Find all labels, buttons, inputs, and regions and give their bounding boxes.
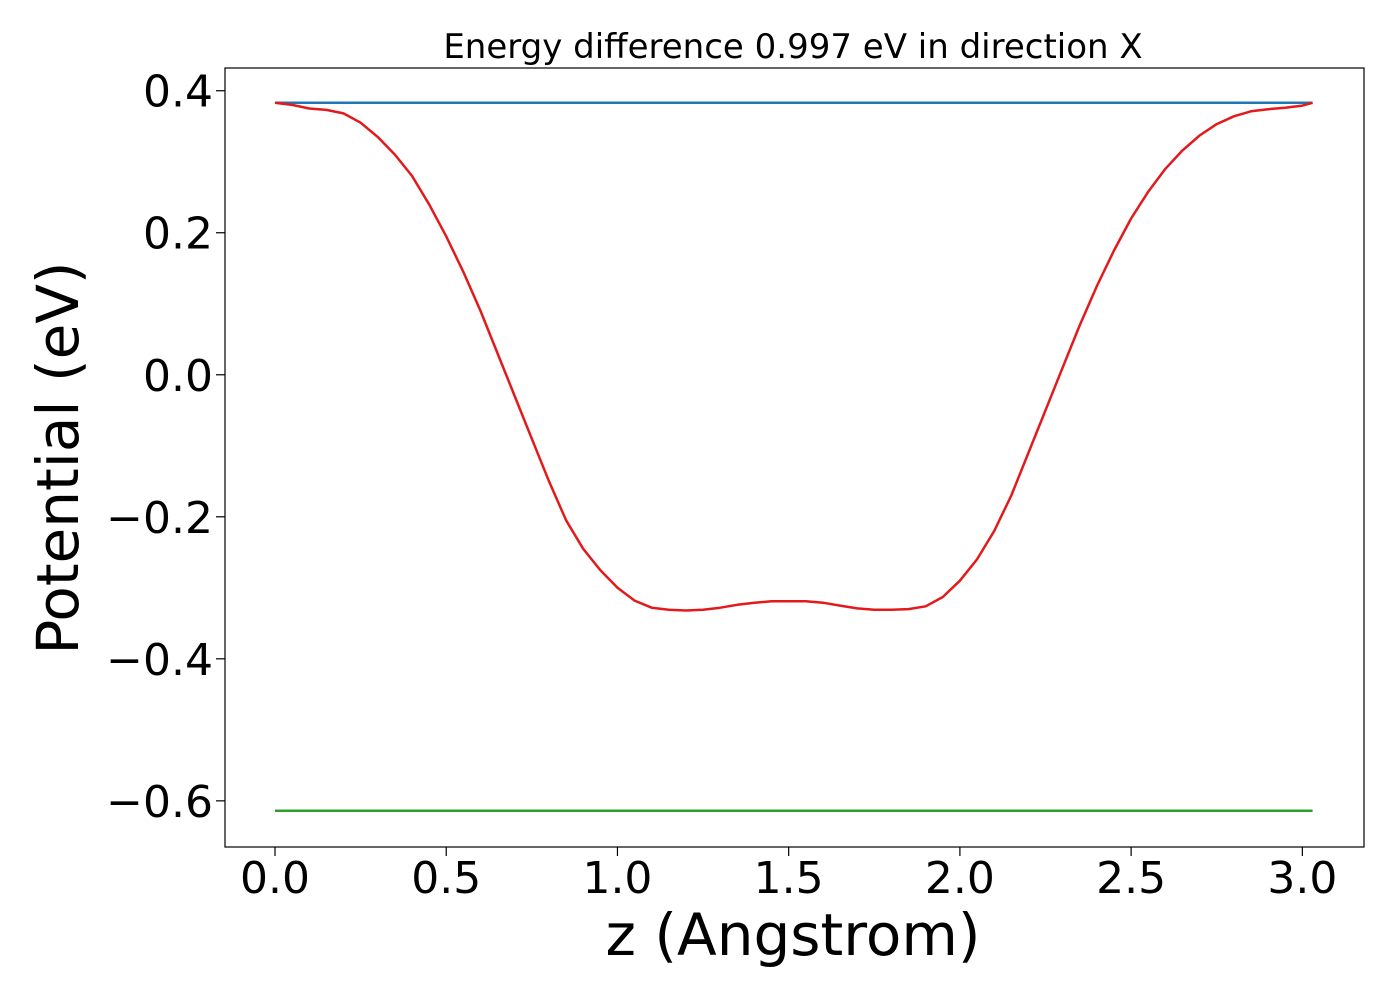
plot-lines — [274, 101, 1313, 813]
x-tick-label: 1.5 — [754, 853, 824, 904]
x-tick-label: 0.0 — [240, 853, 310, 904]
x-tick-label: 0.5 — [411, 853, 481, 904]
y-tick-label: −0.2 — [106, 493, 213, 544]
x-axis-ticks: 0.0 0.5 1.0 1.5 2.0 2.5 3.0 — [240, 847, 1337, 904]
chart-title: Energy difference 0.997 eV in direction … — [443, 27, 1142, 67]
y-axis-label: Potential (eV) — [24, 261, 92, 654]
y-tick-label: 0.2 — [143, 209, 213, 260]
y-tick-label: 0.4 — [143, 67, 213, 118]
x-tick-label: 3.0 — [1267, 853, 1337, 904]
y-tick-label: −0.6 — [106, 777, 213, 828]
series-line-2 — [274, 101, 1313, 612]
x-tick-label: 1.0 — [582, 853, 652, 904]
y-tick-label: −0.4 — [106, 635, 213, 686]
plot-frame — [224, 67, 1365, 848]
x-tick-label: 2.0 — [925, 853, 995, 904]
y-tick-label: 0.0 — [143, 351, 213, 402]
x-axis-label: z (Angstrom) — [606, 901, 981, 969]
y-axis-ticks: 0.4 0.2 0.0 −0.2 −0.4 −0.6 — [106, 67, 225, 828]
x-tick-label: 2.5 — [1096, 853, 1166, 904]
